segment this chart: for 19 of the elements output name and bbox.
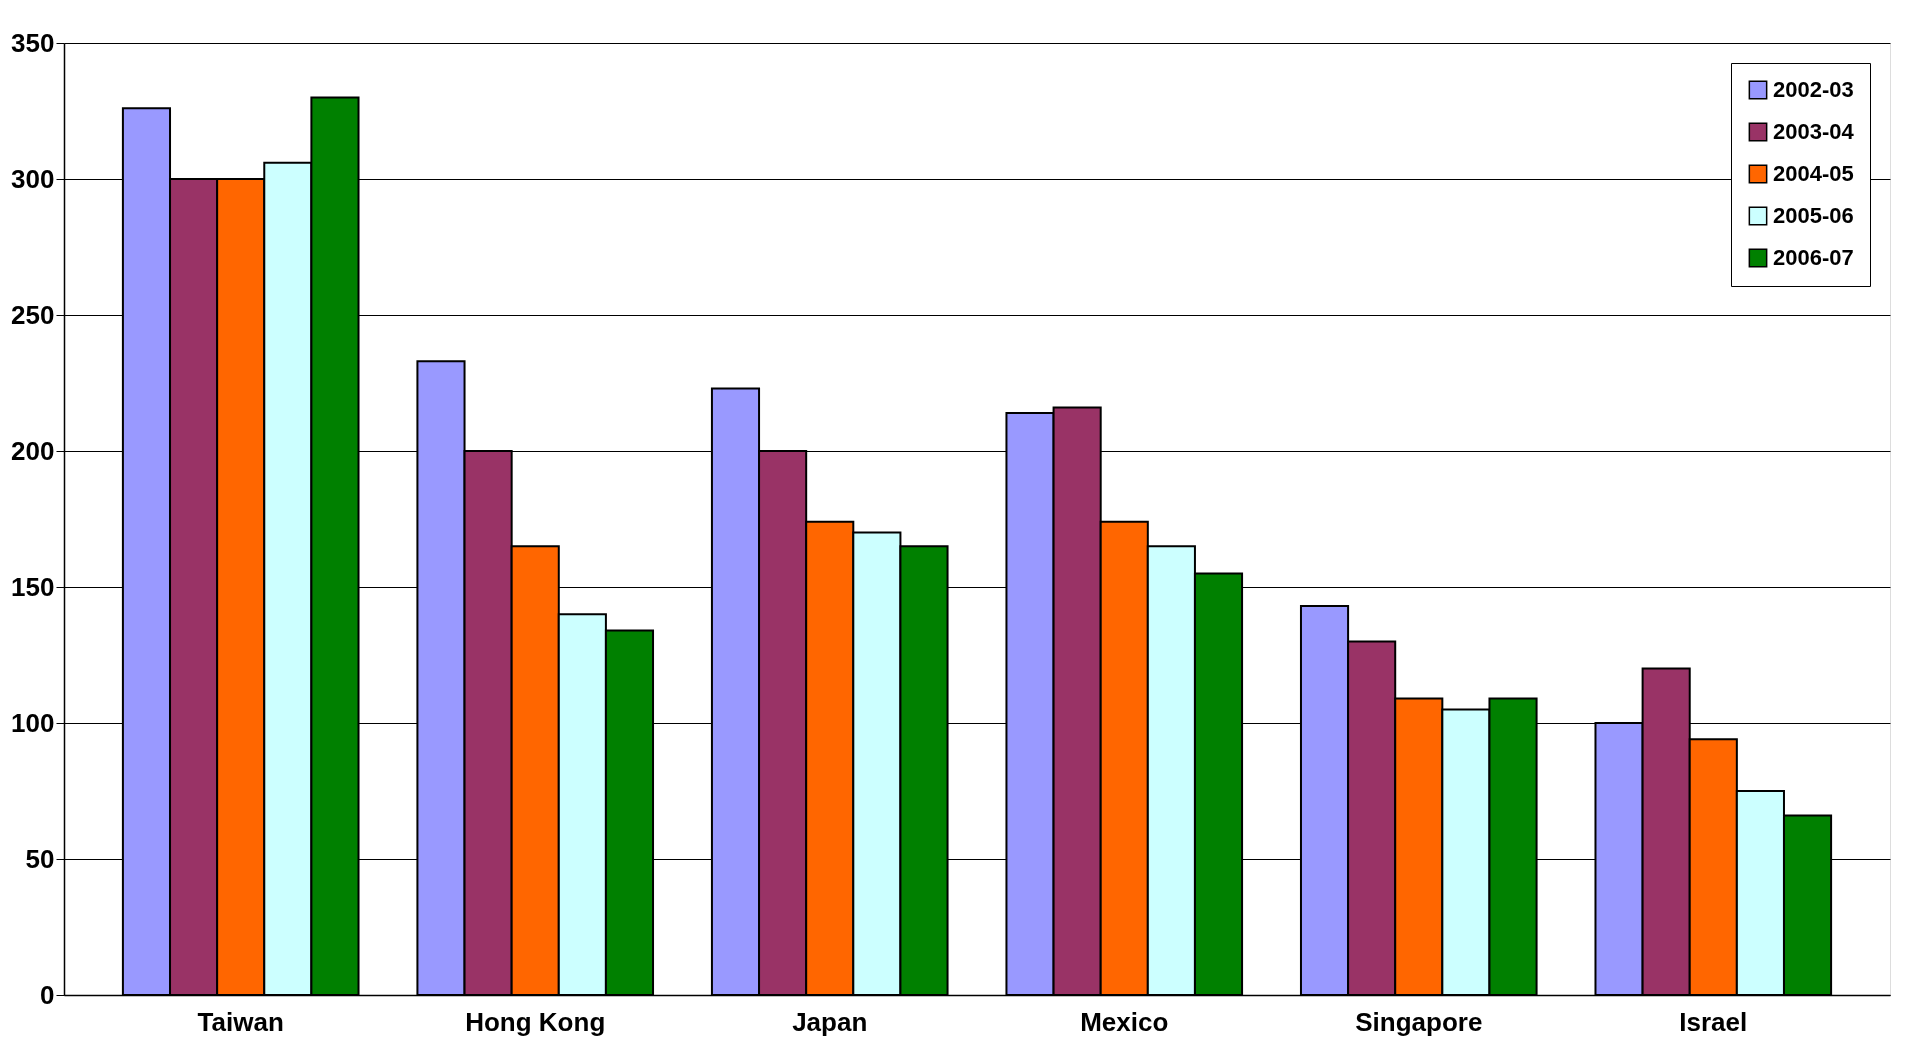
x-tick-label: Taiwan bbox=[197, 1006, 284, 1037]
y-tick-label: 300 bbox=[11, 163, 55, 194]
legend-label: 2003-04 bbox=[1773, 119, 1855, 144]
x-tick-label: Israel bbox=[1679, 1006, 1748, 1037]
y-tick-label: 250 bbox=[11, 299, 55, 330]
y-tick-label: 200 bbox=[11, 435, 55, 466]
legend-label: 2006-07 bbox=[1773, 245, 1854, 270]
y-tick-label: 0 bbox=[40, 979, 55, 1010]
legend-label: 2005-06 bbox=[1773, 203, 1854, 228]
y-tick-label: 50 bbox=[25, 843, 55, 874]
legend-label: 2004-05 bbox=[1773, 161, 1854, 186]
x-tick-label: Singapore bbox=[1355, 1006, 1483, 1037]
y-tick-label: 150 bbox=[11, 571, 55, 602]
y-tick-label: 100 bbox=[11, 707, 55, 738]
x-tick-label: Mexico bbox=[1080, 1006, 1169, 1037]
x-tick-label: Hong Kong bbox=[465, 1006, 606, 1037]
legend-label: 2002-03 bbox=[1773, 77, 1854, 102]
y-tick-label: 350 bbox=[11, 27, 55, 58]
x-tick-label: Japan bbox=[792, 1006, 868, 1037]
